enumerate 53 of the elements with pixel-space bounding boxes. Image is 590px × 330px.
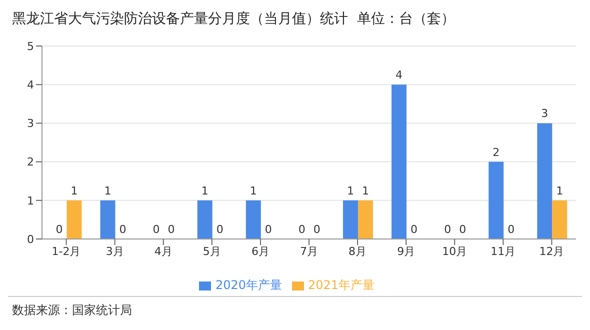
data-label: 4 [396, 68, 403, 82]
y-tick-label: 5 [27, 40, 34, 53]
x-tick-label: 9月 [397, 244, 416, 258]
data-label: 0 [152, 222, 160, 236]
source-note: 数据来源：国家统计局 [12, 302, 132, 319]
data-label: 0 [56, 222, 63, 236]
data-label: 1 [250, 184, 257, 198]
data-label: 1 [201, 184, 208, 198]
x-tick-label: 11月 [490, 244, 516, 258]
data-label: 0 [298, 222, 306, 236]
bar [392, 84, 407, 239]
data-label: 0 [119, 222, 126, 236]
x-tick-label: 7月 [300, 244, 318, 258]
bar [342, 200, 358, 239]
y-tick-label: 2 [27, 156, 34, 169]
bar [100, 200, 116, 239]
data-label: 0 [410, 222, 418, 236]
y-tick-label: 3 [27, 117, 34, 130]
x-tick-label: 6月 [251, 244, 270, 258]
x-tick-label: 5月 [202, 244, 221, 258]
data-label: 1 [104, 184, 112, 198]
legend-label: 2020年产量 [215, 278, 282, 292]
bar [488, 162, 504, 239]
legend-label: 2021年产量 [308, 278, 375, 292]
chart-title: 黑龙江省大气污染防治设备产量分月度（当月值）统计 单位：台（套） [12, 10, 455, 28]
x-tick-label: 12月 [539, 244, 564, 258]
data-label: 0 [168, 222, 175, 236]
data-label: 0 [508, 222, 515, 236]
data-label: 1 [70, 184, 78, 198]
x-tick-label: 4月 [154, 244, 172, 258]
bar [197, 200, 212, 239]
data-label: 1 [556, 184, 564, 198]
data-label: 0 [459, 222, 466, 236]
bar [66, 200, 82, 239]
y-tick-label: 0 [27, 232, 34, 246]
data-label: 1 [362, 184, 369, 198]
data-label: 3 [541, 107, 548, 120]
data-label: 0 [264, 222, 272, 236]
bar [358, 200, 373, 239]
x-tick-label: 1-2月 [52, 244, 81, 258]
bar [537, 123, 552, 239]
y-tick-label: 4 [27, 78, 34, 92]
bar [246, 200, 261, 239]
data-label: 0 [313, 222, 320, 236]
x-tick-label: 3月 [106, 244, 124, 258]
data-label: 2 [492, 146, 500, 159]
data-label: 0 [444, 222, 452, 236]
y-tick-label: 1 [27, 194, 34, 208]
bar [552, 200, 568, 239]
data-label: 0 [216, 222, 224, 236]
x-tick-label: 8月 [348, 244, 367, 258]
data-label: 1 [346, 184, 354, 198]
x-tick-label: 10月 [442, 244, 468, 258]
